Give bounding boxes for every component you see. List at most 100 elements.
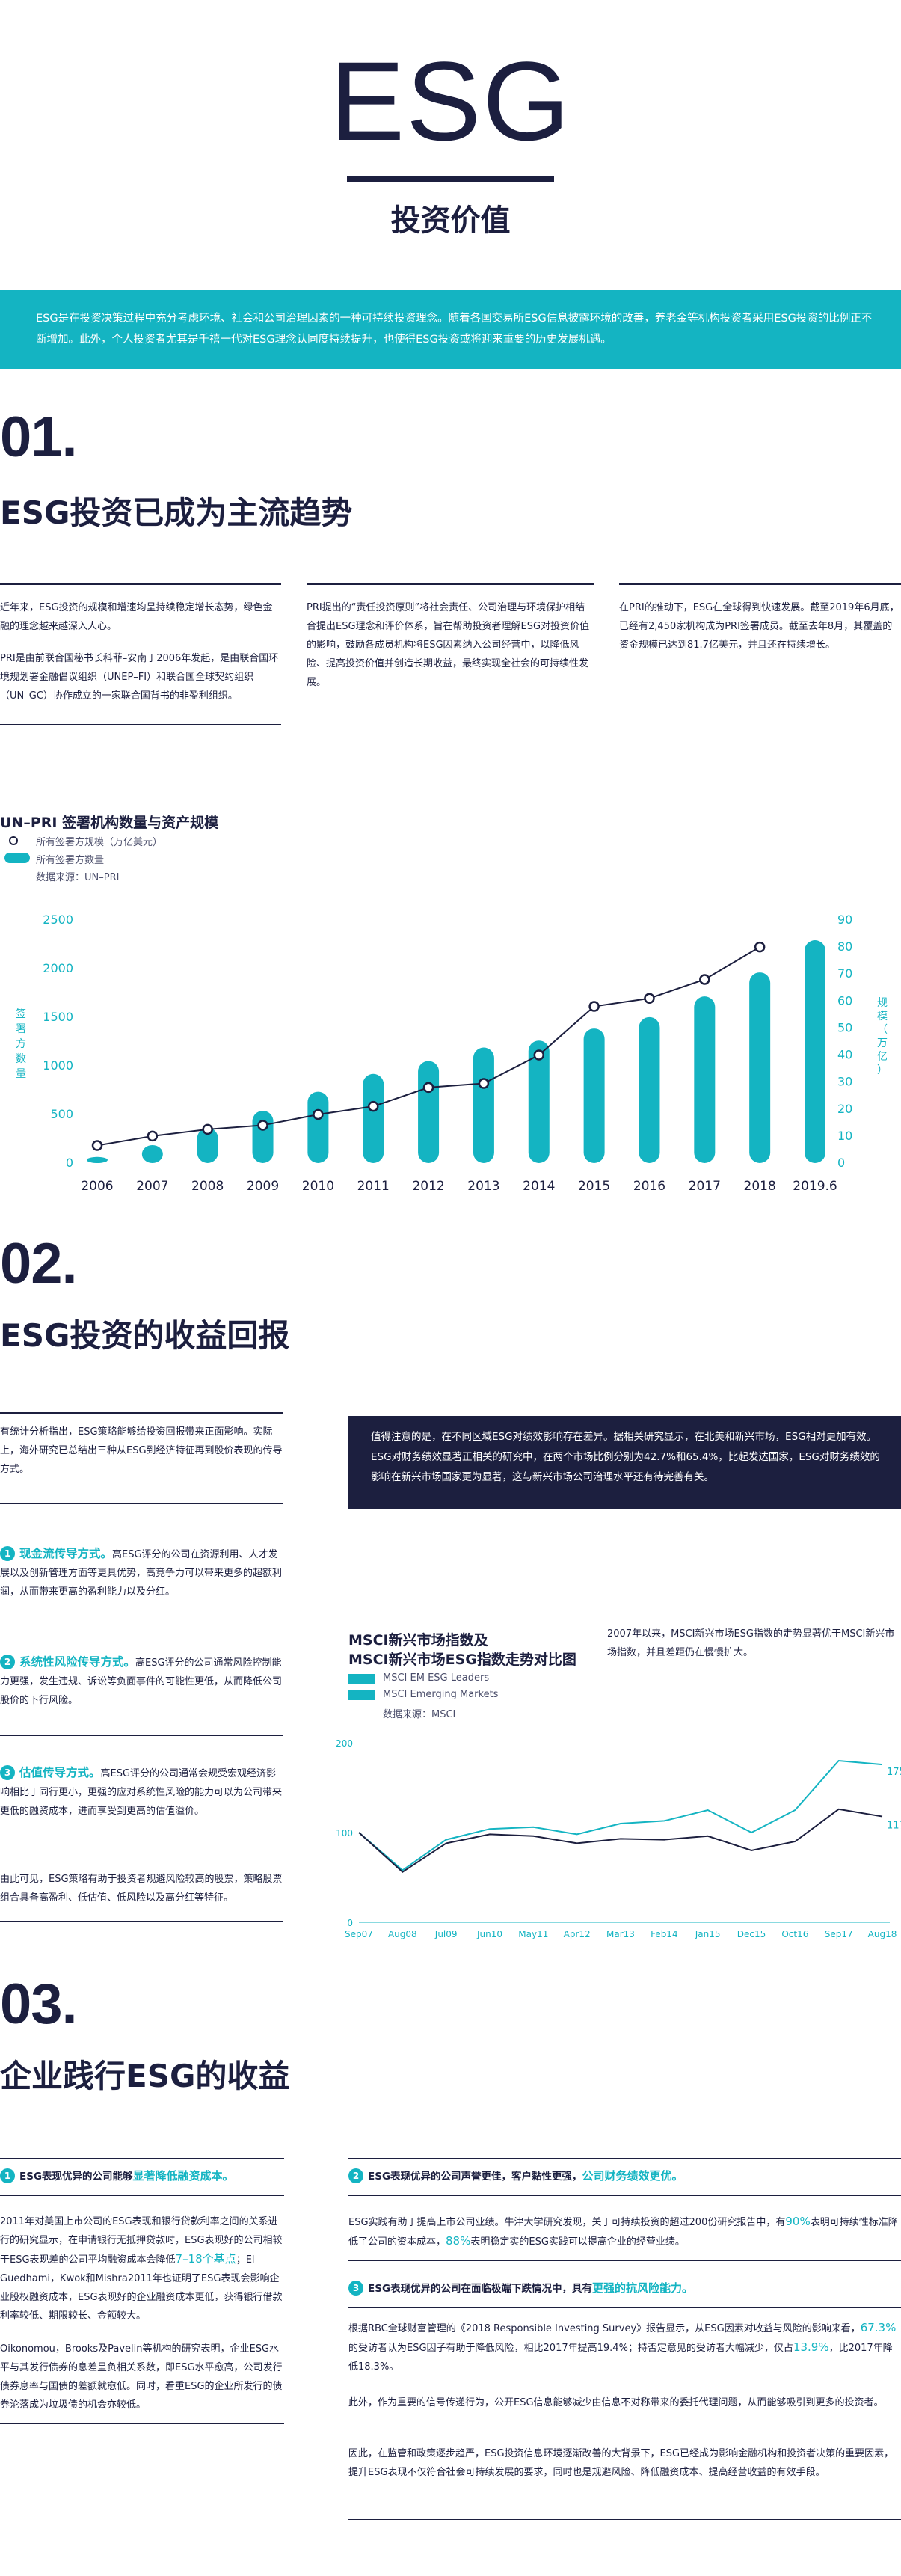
chart1-y2label-char: 亿	[877, 1051, 888, 1063]
chart1-xtick-label: 2008	[191, 1179, 224, 1194]
s3-point-1-text-2: Oikonomou，Brooks及Pavelin等机构的研究表明，企业ESG水平…	[0, 2343, 283, 2411]
chart1-y2label-char: 规	[877, 997, 888, 1009]
msci-chart: 0 100 200 Sep07 Aug08 Jul09 Jun10 May11 Apr12 Mar…	[336, 1738, 901, 1939]
chart2-ytick-label: 200	[336, 1738, 353, 1749]
s2-intro-text: 有统计分析指出，ESG策略能够给投资回报带来正面影响。实际上，海外研究已总结出三…	[0, 1426, 283, 1475]
s3-point-2-text: ESG实践有助于提高上市公司业绩。牛津大学研究发现，关于可持续投资的超过200份…	[348, 2212, 901, 2251]
s3-p3-highlight-1: 67.3%	[860, 2321, 897, 2334]
s2-point-1-num: 1	[0, 1546, 15, 1561]
s1-col1-top-rule	[0, 583, 281, 585]
chart2-xtick-label: Jun10	[476, 1929, 502, 1939]
chart1-xtick-label: 2013	[467, 1179, 499, 1194]
chart1-ylabel-char: 数	[16, 1053, 26, 1065]
chart1-xtick-label: 2012	[412, 1179, 444, 1194]
chart1-bar	[307, 1091, 329, 1163]
chart1-y2tick-label: 70	[837, 966, 852, 981]
pri-chart: 0 500 1000 1500 2000 2500 0 10 20 30 40 50 60 70 80 90 2…	[16, 913, 888, 1194]
chart1-y2tick-label: 40	[837, 1048, 852, 1062]
s1-col3-top-rule	[619, 583, 901, 585]
s2-point-3-head: 估值传导方式。	[19, 1766, 101, 1779]
chart2-xtick-label: Apr12	[564, 1929, 591, 1939]
chart1-bar	[87, 1156, 108, 1163]
s2-point-1: 1 现金流传导方式。高ESG评分的公司在资源利用、人才发展以及创新管理方面等更具优…	[0, 1545, 283, 1601]
s3-point-2-rule	[348, 2260, 901, 2261]
s3-point-2-head-rule	[348, 2195, 901, 2196]
chart1-y2tick-label: 10	[837, 1129, 852, 1143]
s3-left-bottom-rule	[0, 2423, 284, 2424]
s3-point-3-head-rule	[348, 2307, 901, 2308]
chart1-scale-point	[478, 1078, 490, 1089]
chart1-y2label-char: （	[877, 1024, 888, 1036]
s3-point-1-head-a: ESG表现优异的公司能够	[19, 2171, 133, 2183]
chart1-ytick-label: 0	[66, 1156, 73, 1170]
chart2-end-label: 175.70	[887, 1767, 901, 1778]
main-subtitle: 投资价值	[390, 203, 511, 238]
section-1-title: ESG投资已成为主流趋势	[0, 494, 353, 531]
s3-point-3-head-b: 更强的抗风险能力。	[592, 2281, 694, 2295]
s3-p1-a: 2011年对美国上市公司的ESG表现和银行贷款利率之间的关系进行的研究显示，在申…	[0, 2216, 283, 2266]
chart1-bar	[473, 1047, 494, 1163]
s2-point-3-body: 高ESG评分的公司通常会规受宏观经济影响相比于同行更小，更强的应对系统性风险的能…	[0, 1768, 283, 1817]
chart1-scale-point	[91, 1140, 103, 1151]
chart1-bar	[694, 996, 716, 1163]
s2-highlight-box	[348, 1416, 901, 1509]
s3-p2-highlight-1: 90%	[785, 2215, 811, 2228]
s2-point-3: 3 估值传导方式。高ESG评分的公司通常会规受宏观经济影响相比于同行更小，更强的应…	[0, 1764, 283, 1821]
chart2-legend2-label: MSCI Emerging Markets	[383, 1689, 499, 1700]
chart1-xtick-label: 2015	[578, 1179, 610, 1194]
chart1-scale-point	[367, 1100, 379, 1112]
chart1-bar	[528, 1040, 550, 1163]
chart1-ytick-label: 1500	[43, 1010, 73, 1024]
s3-point-2-head-b: 公司财务绩效更优。	[582, 2169, 683, 2183]
chart1-scale-point	[533, 1049, 545, 1061]
s2-point-2: 2 系统性风险传导方式。高ESG评分的公司通常风险控制能力更强，发生违规、诉讼等负…	[0, 1653, 283, 1710]
chart1-bar	[583, 1028, 605, 1163]
chart2-xtick-label: Oct16	[781, 1929, 808, 1939]
chart1-bar	[197, 1127, 218, 1163]
section-2-title: ESG投资的收益回报	[0, 1317, 290, 1354]
s2-point-3-num: 3	[0, 1765, 15, 1780]
s2-point-2-rule	[0, 1735, 283, 1736]
chart1-y2tick-label: 50	[837, 1020, 852, 1034]
s3-point-2-num: 2	[348, 2168, 363, 2183]
chart2-series-line	[358, 1808, 883, 1874]
s3-p2-e: 表明稳定实的ESG实践可以提高企业的经营业绩。	[470, 2236, 685, 2248]
s3-point-3-head-a: ESG表现优异的公司在面临极端下跌情况中，具有	[368, 2283, 593, 2295]
s3-p3-highlight-2: 13.9%	[793, 2340, 829, 2354]
chart1-y2tick-label: 0	[837, 1156, 845, 1170]
s3-right-top-rule	[348, 2158, 901, 2159]
chart1-ylabel-char: 量	[16, 1068, 26, 1080]
s1-col1-bottom-rule	[0, 724, 281, 725]
chart2-note: 2007年以来，MSCI新兴市场ESG指数的走势显著优于MSCI新兴市场指数，并…	[607, 1628, 895, 1658]
chart1-legend-bar-marker	[4, 853, 30, 863]
chart1-xtick-label: 2011	[357, 1179, 390, 1194]
s1-col1-text-1: 近年来，ESG投资的规模和增速均呈持续稳定增长态势，绿色金融的理念越来越深入人心…	[0, 602, 273, 632]
s3-point-2-head-a: ESG表现优异的公司声誉更佳，客户黏性更强，	[368, 2171, 582, 2183]
s2-intro-top-rule	[0, 1412, 283, 1414]
chart2-ytick-label: 0	[347, 1918, 353, 1928]
chart1-scale-point	[644, 993, 655, 1004]
chart1-y2label-char: 模	[877, 1011, 888, 1022]
chart1-y2label-char: ）	[877, 1064, 888, 1076]
main-title: ESG	[330, 38, 571, 164]
chart1-y2label-char: 万	[877, 1037, 888, 1049]
chart1-scale-point	[588, 1001, 600, 1012]
s2-point-1-head: 现金流传导方式。	[19, 1547, 113, 1560]
chart1-bar	[252, 1111, 274, 1163]
chart2-ytick-label: 100	[336, 1828, 353, 1839]
chart1-scale-point	[257, 1120, 268, 1131]
intro-text: ESG是在投资决策过程中充分考虑环境、社会和公司治理因素的一种可持续投资理念。随…	[36, 313, 873, 346]
chart1-y2tick-label: 60	[837, 993, 852, 1008]
chart2-xtick-label: Sep07	[345, 1929, 373, 1939]
s2-point-2-body: 高ESG评分的公司通常风险控制能力更强，发生违规、诉讼等负面事件的可能性更低，从…	[0, 1657, 283, 1706]
s2-point-2-head: 系统性风险传导方式。	[19, 1655, 136, 1669]
chart2-source: 数据来源：MSCI	[383, 1709, 456, 1720]
chart1-xtick-label: 2014	[523, 1179, 555, 1194]
section-3-number: 03.	[0, 1972, 78, 2036]
chart1-ylabel-char: 署	[16, 1023, 26, 1035]
chart1-title: UN–PRI 签署机构数量与资产规模	[0, 815, 219, 831]
chart1-xtick-label: 2016	[633, 1179, 665, 1194]
chart1-scale-point	[754, 941, 766, 953]
chart2-legend1-label: MSCI EM ESG Leaders	[383, 1672, 490, 1684]
s3-point-1-head-b: 显著降低融资成本。	[132, 2169, 234, 2183]
